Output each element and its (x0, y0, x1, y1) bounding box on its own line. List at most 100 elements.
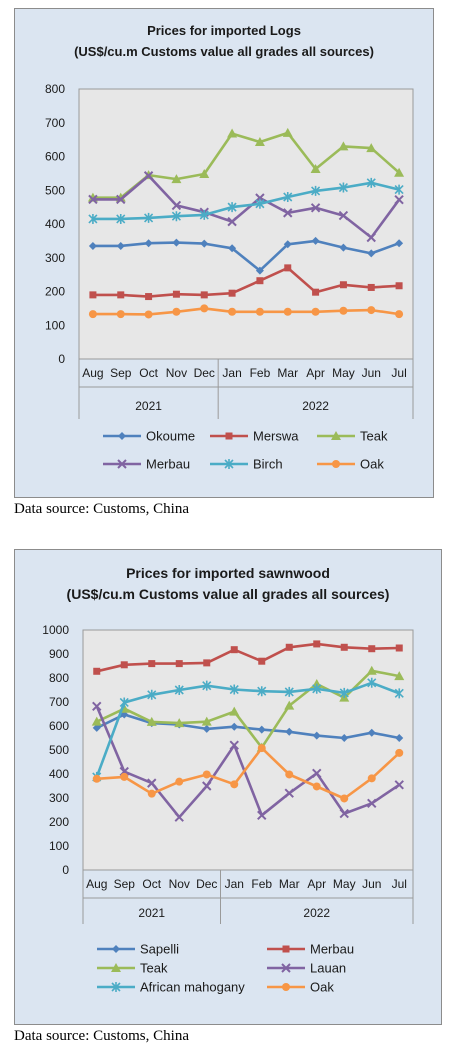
logs-point-merswa (256, 277, 264, 285)
logs-y-tick-label: 400 (45, 217, 65, 231)
sawn-point-sapelli (395, 734, 404, 742)
logs-x-tick-label: Jan (222, 366, 241, 380)
sawn-point-african-mahogany (147, 689, 157, 700)
logs-legend-item-okoume: Okoume (103, 429, 195, 444)
logs-point-birch (116, 213, 126, 224)
sawn-point-lauan (174, 812, 184, 822)
sawn-chart-title: Prices for imported sawnwood (126, 565, 330, 581)
logs-legend-item-teak: Teak (317, 429, 388, 444)
logs-x-tick-label: Jun (362, 366, 381, 380)
logs-point-birch (283, 192, 293, 202)
logs-legend-label: Birch (253, 457, 283, 472)
sawn-x-tick-label: Jul (392, 877, 407, 891)
logs-data-source-caption: Data source: Customs, China (14, 501, 189, 517)
sawn-legend-label: Oak (310, 980, 334, 995)
sawn-y-tick-label: 100 (49, 839, 69, 853)
logs-point-okoume (339, 243, 348, 252)
logs-point-birch (144, 212, 154, 223)
sawn-line-teak (96, 669, 400, 749)
sawn-point-african-mahogany (202, 680, 212, 691)
sawn-legend-marker (111, 982, 121, 992)
logs-chart-subtitle: (US$/cu.m Customs value all grades all s… (74, 44, 374, 59)
sawn-point-african-mahogany (119, 697, 129, 708)
sawn-legend-marker (282, 945, 290, 953)
logs-y-tick-label: 800 (45, 82, 65, 96)
logs-point-merswa (367, 283, 375, 291)
sawn-point-merbau (313, 640, 321, 648)
sawn-point-merbau (230, 646, 238, 654)
sawn-x-tick-label: Feb (251, 877, 272, 891)
logs-series-oak (88, 304, 404, 319)
sawn-x-tick-label: Apr (307, 877, 326, 891)
sawn-point-african-mahogany (312, 683, 322, 694)
logs-legend-label: Oak (360, 457, 384, 472)
sawn-point-oak (312, 782, 321, 791)
logs-point-merswa (339, 281, 347, 289)
logs-point-okoume (144, 239, 153, 248)
logs-plot-area (78, 88, 414, 360)
logs-legend-item-merswa: Merswa (210, 429, 299, 444)
sawn-line-oak (96, 746, 401, 800)
sawn-y-tick-label: 800 (49, 671, 69, 685)
sawn-y-tick-label: 900 (49, 647, 69, 661)
sawn-legend-item-oak: Oak (267, 980, 334, 995)
logs-x-tick-label: Sep (110, 366, 132, 380)
sawn-x-tick-label: Dec (196, 877, 217, 891)
logs-point-birch (88, 213, 98, 224)
logs-point-birch (311, 185, 321, 196)
logs-legend-marker (331, 431, 341, 440)
sawn-legend-label: Merbau (310, 942, 354, 957)
sawn-point-oak (395, 748, 404, 757)
sawn-line-african-mahogany (95, 681, 400, 778)
logs-point-merbau (283, 208, 293, 218)
sawn-y-tick-label: 200 (49, 815, 69, 829)
sawn-point-teak (394, 671, 405, 681)
logs-point-oak (88, 310, 97, 319)
sawn-point-oak (340, 794, 349, 803)
logs-line-okoume (92, 239, 400, 272)
sawn-legend-label: Lauan (310, 961, 346, 976)
sawn-point-sapelli (120, 710, 129, 719)
sawn-point-teak (201, 716, 212, 726)
sawn-point-oak (230, 780, 239, 789)
sawn-point-sapelli (340, 734, 349, 742)
logs-legend-label: Merbau (146, 457, 190, 472)
sawn-year-label-2022: 2022 (303, 906, 330, 920)
logs-x-tick-label: Apr (306, 366, 325, 380)
sawn-point-merbau (368, 645, 376, 653)
sawn-point-teak (229, 706, 240, 716)
sawn-legend-item-lauan: Lauan (267, 961, 346, 976)
logs-point-merbau (171, 200, 182, 211)
sawn-series-lauan (92, 701, 404, 822)
sawn-point-african-mahogany (339, 687, 349, 698)
logs-point-teak (366, 143, 377, 153)
logs-x-tick-label: Dec (194, 366, 215, 380)
sawn-point-lauan (229, 740, 239, 750)
logs-point-merbau (227, 216, 237, 227)
logs-series-birch (88, 177, 404, 224)
sawn-point-merbau (258, 657, 266, 665)
sawn-point-oak (285, 770, 294, 779)
sawn-point-sapelli (202, 724, 211, 733)
sawn-point-teak (146, 716, 157, 726)
logs-point-oak (367, 306, 376, 315)
sawn-point-oak (367, 774, 376, 783)
sawn-point-african-mahogany (394, 688, 404, 699)
sawn-legend-item-sapelli: Sapelli (97, 942, 179, 957)
sawn-x-tick-label: Oct (142, 877, 161, 891)
sawn-x-tick-label: May (333, 877, 356, 891)
sawn-series-merbau (93, 640, 403, 675)
logs-point-birch (338, 182, 348, 193)
logs-year-label-2022: 2022 (302, 399, 329, 413)
sawn-point-oak (175, 777, 184, 786)
sawn-point-oak (202, 770, 211, 779)
sawn-point-teak (91, 716, 102, 726)
sawn-x-tick-label: Mar (279, 877, 300, 891)
sawnwood-price-chart: Prices for imported sawnwood (US$/cu.m Cu… (42, 565, 414, 995)
sawn-point-african-mahogany (257, 686, 267, 697)
logs-point-teak (254, 136, 265, 146)
sawn-point-merbau (175, 660, 183, 668)
logs-y-tick-label: 100 (45, 318, 65, 332)
sawn-legend-item-merbau: Merbau (267, 942, 354, 957)
sawn-point-lauan (339, 808, 349, 819)
